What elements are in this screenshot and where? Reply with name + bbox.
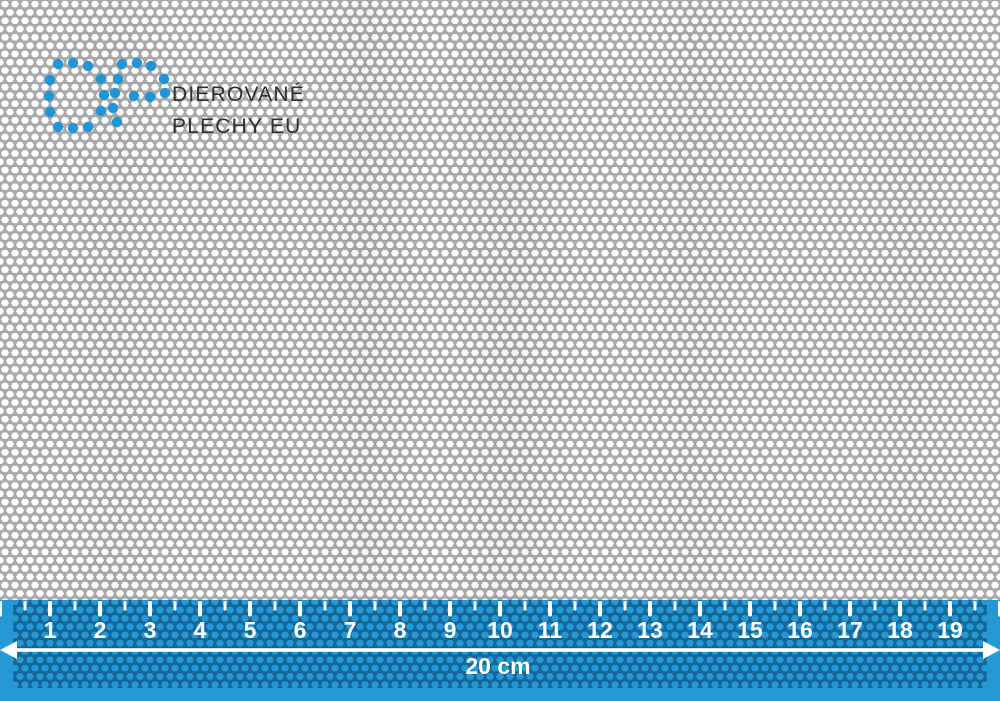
ruler-number: 12 bbox=[587, 617, 613, 643]
logo-dp-icon bbox=[43, 57, 171, 134]
ruler-number: 10 bbox=[487, 617, 513, 643]
ruler-tick-minor bbox=[823, 601, 827, 611]
ruler-ticks bbox=[0, 601, 1000, 617]
ruler-tick-major bbox=[148, 601, 152, 617]
ruler-number: 3 bbox=[144, 617, 157, 643]
dimension-label: 20 cm bbox=[465, 653, 530, 679]
ruler-number: 7 bbox=[344, 617, 357, 643]
ruler-number: 4 bbox=[194, 617, 207, 643]
ruler-tick-major bbox=[398, 601, 402, 617]
ruler-tick-minor bbox=[573, 601, 577, 611]
dimension-arrow-icon bbox=[0, 641, 1000, 659]
ruler-number: 6 bbox=[294, 617, 307, 643]
ruler-number: 13 bbox=[637, 617, 663, 643]
ruler-tick-minor bbox=[473, 601, 477, 611]
ruler-numbers: 1 2 3 4 5 6 7 8 9 10 11 12 13 14 15 16 17 18 19 bbox=[44, 617, 963, 643]
ruler-tick-minor bbox=[523, 601, 527, 611]
ruler-tick-minor bbox=[873, 601, 877, 611]
ruler-tick-major bbox=[498, 601, 502, 617]
ruler-tick-major bbox=[48, 601, 52, 617]
ruler-tick-major bbox=[748, 601, 752, 617]
ruler-number: 17 bbox=[837, 617, 863, 643]
ruler-number: 16 bbox=[787, 617, 813, 643]
ruler-tick-minor bbox=[373, 601, 377, 611]
ruler-tick-minor bbox=[623, 601, 627, 611]
ruler-tick-major bbox=[298, 601, 302, 617]
ruler-tick-major bbox=[948, 601, 952, 617]
ruler: 1 2 3 4 5 6 7 8 9 10 11 12 13 14 15 16 17 18 19 20 cm bbox=[0, 600, 1000, 701]
ruler-number: 18 bbox=[887, 617, 913, 643]
ruler-number: 19 bbox=[937, 617, 963, 643]
ruler-tick-minor bbox=[323, 601, 327, 611]
logo-text-line2: PLECHY EU bbox=[172, 115, 301, 138]
ruler-tick-major bbox=[848, 601, 852, 617]
ruler-tick-major bbox=[598, 601, 602, 617]
ruler-tick-major bbox=[898, 601, 902, 617]
ruler-tick-minor bbox=[123, 601, 127, 611]
ruler-number: 5 bbox=[244, 617, 257, 643]
ruler-tick-minor bbox=[173, 601, 177, 611]
ruler-tick-minor bbox=[673, 601, 677, 611]
ruler-number: 8 bbox=[394, 617, 407, 643]
ruler-tick-major bbox=[248, 601, 252, 617]
logo-text-line1: DIEROVANÉ bbox=[172, 83, 305, 106]
ruler-tick-minor bbox=[273, 601, 277, 611]
ruler-bottom-band bbox=[0, 688, 1000, 701]
ruler-tick-major bbox=[198, 601, 202, 617]
ruler-number: 15 bbox=[737, 617, 763, 643]
ruler-number: 9 bbox=[444, 617, 457, 643]
ruler-tick-minor bbox=[73, 601, 77, 611]
ruler-tick-minor bbox=[423, 601, 427, 611]
ruler-tick-major bbox=[548, 601, 552, 617]
ruler-tick-minor bbox=[773, 601, 777, 611]
ruler-number: 1 bbox=[44, 617, 57, 643]
ruler-tick-major bbox=[698, 601, 702, 617]
ruler-tick-major bbox=[0, 601, 2, 617]
ruler-tick-minor bbox=[923, 601, 927, 611]
ruler-number: 2 bbox=[94, 617, 107, 643]
ruler-tick-minor bbox=[973, 601, 977, 611]
ruler-tick-major bbox=[348, 601, 352, 617]
ruler-tick-minor bbox=[223, 601, 227, 611]
ruler-tick-major bbox=[648, 601, 652, 617]
ruler-tick-major bbox=[98, 601, 102, 617]
ruler-tick-major bbox=[798, 601, 802, 617]
ruler-tick-major bbox=[448, 601, 452, 617]
ruler-tick-minor bbox=[723, 601, 727, 611]
ruler-number: 14 bbox=[687, 617, 713, 643]
ruler-tick-minor bbox=[23, 601, 27, 611]
ruler-number: 11 bbox=[538, 617, 563, 643]
